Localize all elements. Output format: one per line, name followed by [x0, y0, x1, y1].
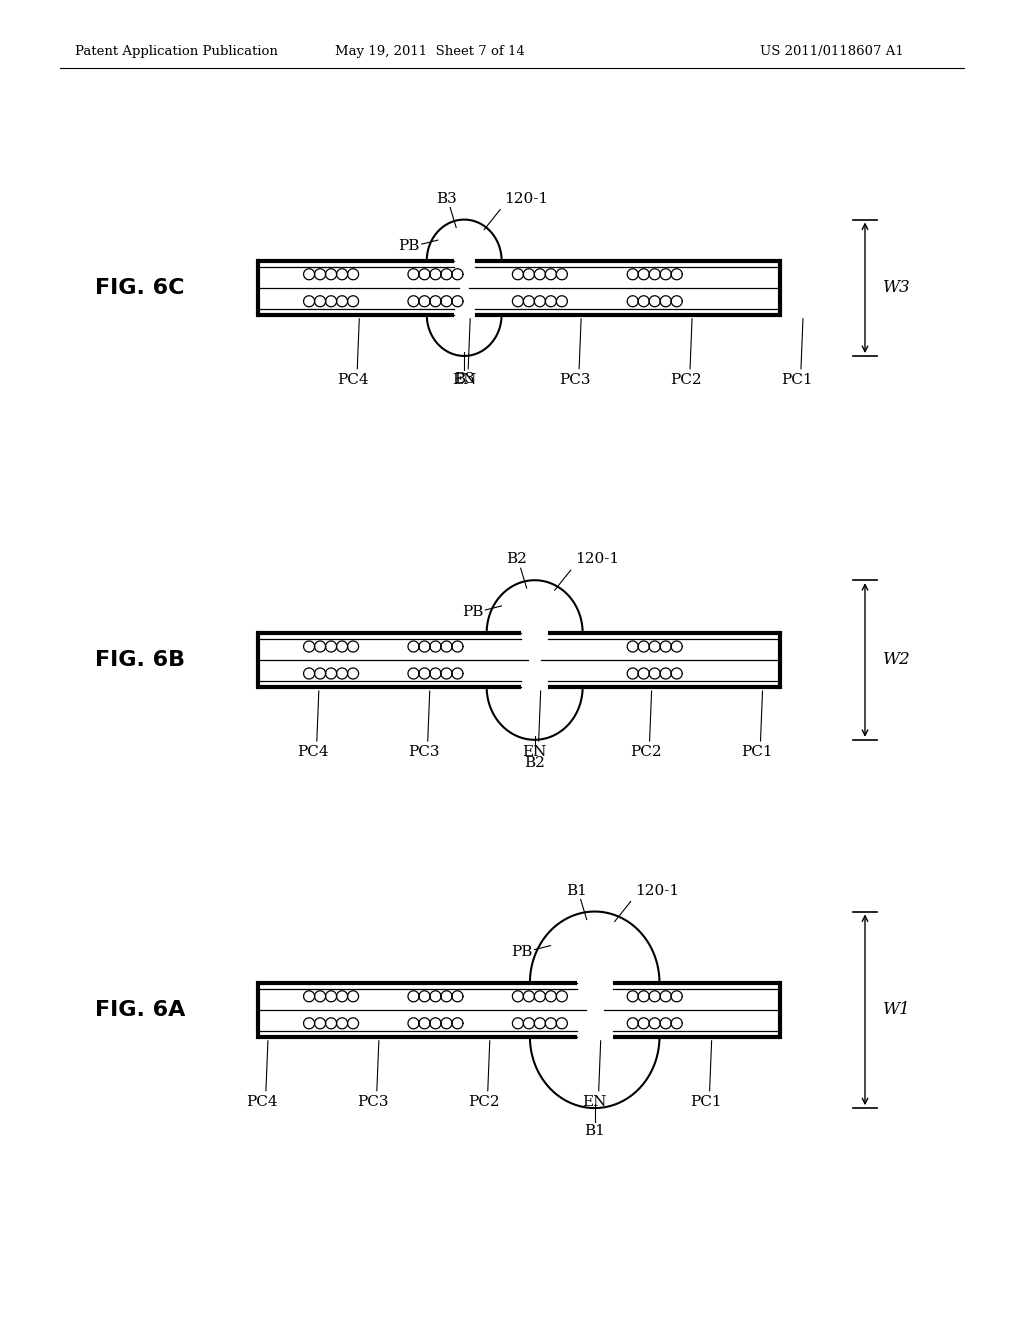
Text: Patent Application Publication: Patent Application Publication	[75, 45, 278, 58]
Text: PC3: PC3	[408, 744, 439, 759]
Text: B2: B2	[506, 552, 527, 566]
Text: PB: PB	[462, 605, 483, 619]
Text: B3: B3	[436, 191, 457, 206]
Text: EN: EN	[583, 1094, 607, 1109]
Text: PC4: PC4	[338, 372, 369, 387]
Text: FIG. 6C: FIG. 6C	[95, 277, 184, 298]
Text: PB: PB	[511, 945, 532, 958]
Text: B2: B2	[524, 756, 545, 770]
Text: 120-1: 120-1	[504, 191, 548, 206]
Text: EN: EN	[452, 372, 476, 387]
Text: PC1: PC1	[781, 372, 813, 387]
Text: PC4: PC4	[246, 1094, 278, 1109]
Text: US 2011/0118607 A1: US 2011/0118607 A1	[760, 45, 904, 58]
Text: May 19, 2011  Sheet 7 of 14: May 19, 2011 Sheet 7 of 14	[335, 45, 525, 58]
Text: FIG. 6A: FIG. 6A	[95, 999, 185, 1020]
Text: FIG. 6B: FIG. 6B	[95, 649, 185, 671]
Text: 120-1: 120-1	[635, 883, 679, 898]
Text: W3: W3	[883, 280, 910, 296]
Text: PC1: PC1	[690, 1094, 722, 1109]
Text: PC4: PC4	[297, 744, 329, 759]
Text: W2: W2	[883, 652, 910, 668]
Text: EN: EN	[522, 744, 547, 759]
Text: PC3: PC3	[559, 372, 591, 387]
Text: B1: B1	[585, 1125, 605, 1138]
Text: PC2: PC2	[468, 1094, 500, 1109]
Text: 120-1: 120-1	[574, 552, 618, 566]
Text: PC1: PC1	[740, 744, 772, 759]
Text: PC2: PC2	[671, 372, 701, 387]
Text: B1: B1	[566, 883, 587, 898]
Text: PB: PB	[398, 239, 420, 253]
Text: PC2: PC2	[630, 744, 662, 759]
Text: B3: B3	[454, 372, 474, 385]
Text: W1: W1	[883, 1002, 910, 1018]
Text: PC3: PC3	[357, 1094, 388, 1109]
